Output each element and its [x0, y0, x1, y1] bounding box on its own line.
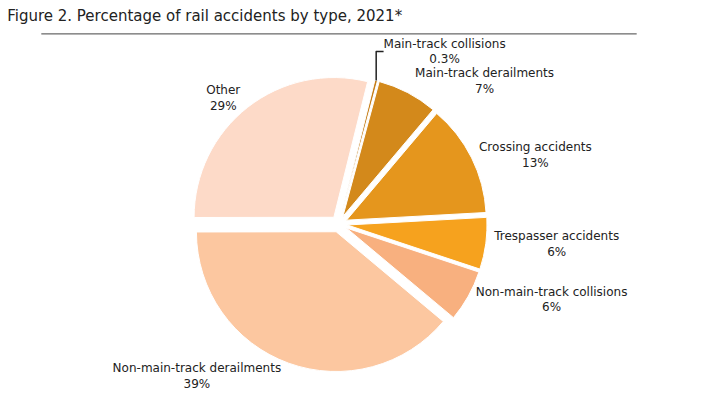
svg-text:Other29%: Other29%: [206, 83, 240, 113]
svg-text:Non-main-track collisions6%: Non-main-track collisions6%: [476, 285, 628, 315]
svg-text:Figure 2. Percentage of rail a: Figure 2. Percentage of rail accidents b…: [7, 7, 402, 25]
svg-text:Main-track derailments7%: Main-track derailments7%: [415, 66, 554, 96]
svg-text:Non-main-track derailments39%: Non-main-track derailments39%: [113, 361, 282, 391]
svg-text:Crossing accidents13%: Crossing accidents13%: [479, 140, 592, 170]
svg-text:Main-track collisions0.3%: Main-track collisions0.3%: [384, 37, 506, 67]
svg-text:Trespasser accidents6%: Trespasser accidents6%: [493, 229, 619, 259]
